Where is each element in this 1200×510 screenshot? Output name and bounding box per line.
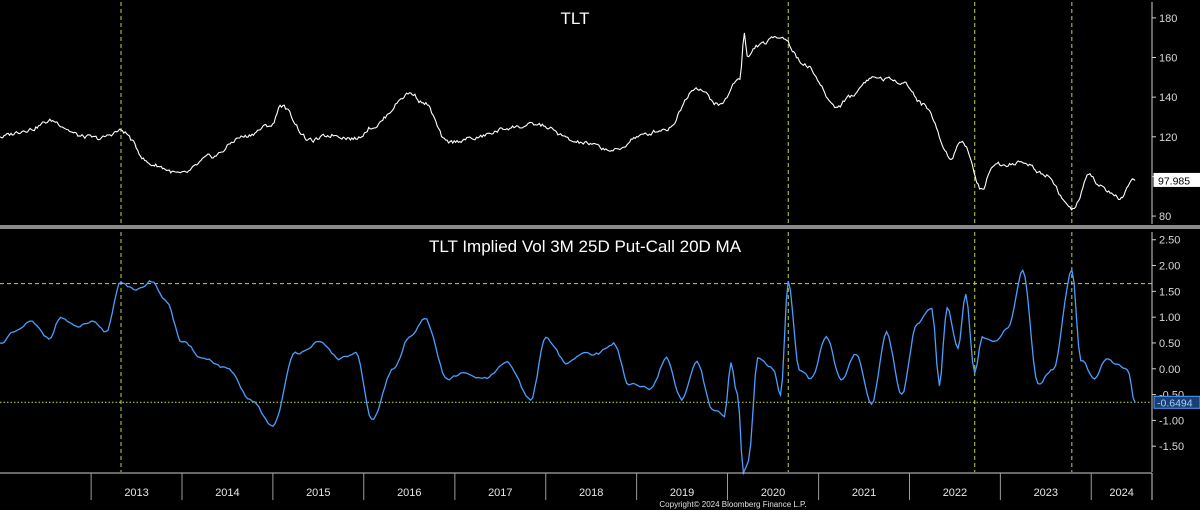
price-tick-label: 160	[1159, 53, 1177, 65]
x-axis: 2013 2014 2015 2016 2017 2018 2019 2020 2021 2022…	[0, 472, 1153, 500]
vol-tick-label: -1.00	[1159, 415, 1184, 427]
year-label: 2020	[761, 487, 785, 499]
price-tick-label: 120	[1159, 132, 1177, 144]
price-tick-label: 140	[1159, 92, 1177, 104]
vol-tick-label: 0.00	[1159, 364, 1180, 376]
year-label: 2016	[397, 487, 421, 499]
vol-last-value-label: -0.6494	[1157, 397, 1193, 409]
tlt-last-value-label: 97.985	[1158, 175, 1190, 187]
year-label: 2014	[215, 487, 239, 499]
year-label: 2013	[124, 487, 148, 499]
vol-panel-title: TLT Implied Vol 3M 25D Put-Call 20D MA	[429, 237, 742, 256]
vol-tick-label: 2.50	[1159, 235, 1180, 247]
panel-divider	[0, 225, 1200, 229]
tlt-price-panel: TLT 80100120140160180 97.985	[0, 2, 1200, 224]
price-tick-label: 80	[1159, 211, 1171, 223]
year-label: 2015	[306, 487, 330, 499]
year-label: 2019	[670, 487, 694, 499]
year-label: 2017	[488, 487, 512, 499]
tlt-panel-title: TLT	[561, 9, 590, 28]
vol-y-axis: 2.502.001.501.000.500.00-0.50-1.00-1.50	[1151, 232, 1184, 472]
tlt-last-value-tag: 97.985	[1153, 172, 1200, 187]
price-tick-label: 180	[1159, 13, 1177, 25]
tlt-price-line	[0, 32, 1136, 211]
vol-tick-label: 1.50	[1159, 286, 1180, 298]
vol-tick-label: 2.00	[1159, 261, 1180, 273]
vol-tick-label: -1.50	[1159, 441, 1184, 453]
year-label: 2024	[1109, 487, 1133, 499]
copyright-notice: Copyright© 2024 Bloomberg Finance L.P.	[659, 500, 806, 509]
year-label: 2023	[1034, 487, 1058, 499]
year-label: 2018	[579, 487, 603, 499]
vol-last-value-tag: -0.6494	[1153, 395, 1200, 409]
vol-tick-label: 1.00	[1159, 312, 1180, 324]
vol-tick-label: 0.50	[1159, 338, 1180, 350]
year-label: 2022	[943, 487, 967, 499]
implied-vol-panel: TLT Implied Vol 3M 25D Put-Call 20D MA 2…	[0, 232, 1200, 476]
year-label: 2021	[852, 487, 876, 499]
implied-vol-skew-line	[0, 267, 1136, 476]
